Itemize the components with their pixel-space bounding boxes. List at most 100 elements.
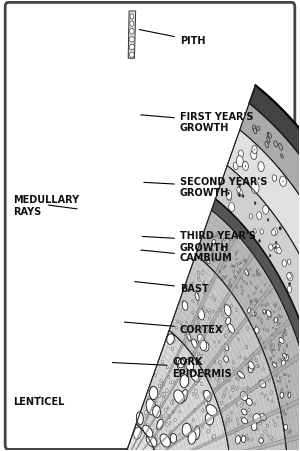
Ellipse shape xyxy=(232,388,234,392)
Ellipse shape xyxy=(197,303,199,305)
Ellipse shape xyxy=(261,419,263,423)
Ellipse shape xyxy=(241,262,242,264)
Ellipse shape xyxy=(190,433,191,436)
Ellipse shape xyxy=(248,409,250,412)
Ellipse shape xyxy=(245,434,248,437)
Ellipse shape xyxy=(220,384,222,387)
Ellipse shape xyxy=(288,375,290,377)
Ellipse shape xyxy=(264,312,266,314)
Ellipse shape xyxy=(240,396,242,399)
Ellipse shape xyxy=(216,233,218,236)
Ellipse shape xyxy=(216,386,218,390)
Ellipse shape xyxy=(130,22,134,27)
Ellipse shape xyxy=(254,299,256,302)
Ellipse shape xyxy=(158,394,160,398)
Ellipse shape xyxy=(189,339,191,342)
Ellipse shape xyxy=(214,299,216,302)
Ellipse shape xyxy=(172,401,174,404)
Ellipse shape xyxy=(162,382,165,386)
Ellipse shape xyxy=(197,292,199,295)
Ellipse shape xyxy=(285,355,286,357)
Polygon shape xyxy=(249,86,300,451)
Ellipse shape xyxy=(258,162,264,172)
Ellipse shape xyxy=(225,261,226,262)
Ellipse shape xyxy=(280,391,282,393)
Ellipse shape xyxy=(180,375,189,388)
Ellipse shape xyxy=(219,341,220,343)
Ellipse shape xyxy=(190,425,193,430)
Ellipse shape xyxy=(272,361,274,364)
Ellipse shape xyxy=(212,436,214,439)
Ellipse shape xyxy=(180,366,183,371)
Ellipse shape xyxy=(153,396,155,400)
Ellipse shape xyxy=(283,373,285,376)
Ellipse shape xyxy=(159,427,161,430)
Ellipse shape xyxy=(248,364,253,373)
Ellipse shape xyxy=(262,368,264,371)
Ellipse shape xyxy=(271,400,273,403)
Ellipse shape xyxy=(226,415,229,419)
Ellipse shape xyxy=(270,436,272,439)
Ellipse shape xyxy=(257,272,258,275)
Ellipse shape xyxy=(162,398,165,402)
Ellipse shape xyxy=(197,272,200,276)
Ellipse shape xyxy=(144,410,147,415)
Ellipse shape xyxy=(238,194,241,197)
Ellipse shape xyxy=(274,303,276,305)
Ellipse shape xyxy=(151,387,153,391)
Ellipse shape xyxy=(261,322,263,324)
Ellipse shape xyxy=(186,322,188,324)
Ellipse shape xyxy=(220,328,223,331)
Ellipse shape xyxy=(185,342,188,345)
Ellipse shape xyxy=(163,392,166,396)
Ellipse shape xyxy=(195,389,197,394)
Ellipse shape xyxy=(233,163,238,170)
Polygon shape xyxy=(169,255,288,451)
Ellipse shape xyxy=(224,305,231,316)
Ellipse shape xyxy=(270,357,271,359)
Ellipse shape xyxy=(167,406,169,409)
Ellipse shape xyxy=(259,438,263,443)
Ellipse shape xyxy=(184,380,187,383)
Ellipse shape xyxy=(272,327,274,329)
Ellipse shape xyxy=(277,319,279,322)
Ellipse shape xyxy=(247,438,249,440)
Ellipse shape xyxy=(286,403,288,405)
Ellipse shape xyxy=(229,380,231,382)
Ellipse shape xyxy=(171,347,173,350)
Ellipse shape xyxy=(237,331,239,334)
Ellipse shape xyxy=(146,435,157,447)
Ellipse shape xyxy=(278,345,280,347)
Ellipse shape xyxy=(259,380,266,388)
Ellipse shape xyxy=(253,368,255,370)
Ellipse shape xyxy=(182,302,184,304)
Ellipse shape xyxy=(163,394,165,398)
Ellipse shape xyxy=(220,271,221,272)
Ellipse shape xyxy=(129,53,134,58)
Ellipse shape xyxy=(200,354,203,358)
Ellipse shape xyxy=(237,377,240,381)
Ellipse shape xyxy=(225,388,226,391)
Ellipse shape xyxy=(246,364,249,368)
Ellipse shape xyxy=(130,14,134,20)
Ellipse shape xyxy=(229,280,231,283)
Ellipse shape xyxy=(198,321,200,324)
Ellipse shape xyxy=(208,258,209,260)
Ellipse shape xyxy=(250,315,251,317)
Ellipse shape xyxy=(227,196,231,202)
Ellipse shape xyxy=(149,387,158,400)
Ellipse shape xyxy=(239,356,241,359)
Ellipse shape xyxy=(164,408,167,412)
Ellipse shape xyxy=(213,236,214,238)
Ellipse shape xyxy=(242,411,245,415)
Ellipse shape xyxy=(270,358,272,360)
Ellipse shape xyxy=(238,262,240,265)
Ellipse shape xyxy=(222,315,223,317)
Ellipse shape xyxy=(279,322,280,324)
Ellipse shape xyxy=(225,335,226,337)
Ellipse shape xyxy=(182,301,188,311)
Ellipse shape xyxy=(283,332,285,334)
Ellipse shape xyxy=(277,248,281,254)
Ellipse shape xyxy=(136,412,143,424)
Ellipse shape xyxy=(238,151,243,158)
